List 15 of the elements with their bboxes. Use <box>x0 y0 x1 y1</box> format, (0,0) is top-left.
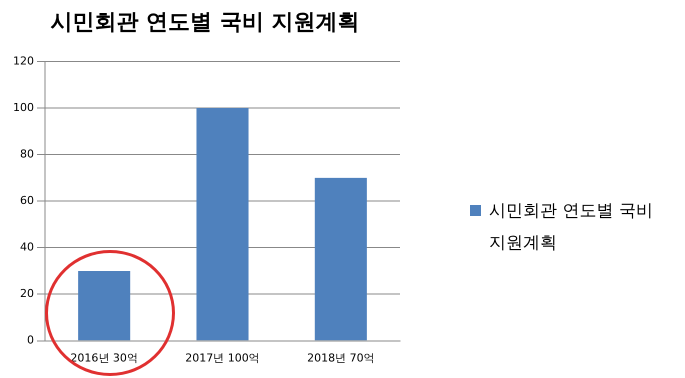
y-tick-label: 80 <box>20 147 34 160</box>
y-tick-label: 40 <box>20 240 34 254</box>
chart-title: 시민회관 연도별 국비 지원계획 <box>50 10 360 35</box>
legend-label: 시민회관 연도별 국비 지원계획 <box>489 200 654 255</box>
x-tick-label: 2017년 100억 <box>185 351 260 364</box>
bar <box>78 270 130 340</box>
y-tick-label: 60 <box>20 194 34 207</box>
bar <box>196 108 249 340</box>
y-tick-label: 100 <box>12 100 34 114</box>
y-tick-label: 120 <box>12 54 34 68</box>
x-tick-label: 2016년 30억 <box>70 351 138 364</box>
bar <box>314 178 367 340</box>
y-tick-label: 20 <box>20 287 34 300</box>
x-tick-label: 2018년 70억 <box>307 351 375 364</box>
y-tick-label: 0 <box>26 334 34 347</box>
